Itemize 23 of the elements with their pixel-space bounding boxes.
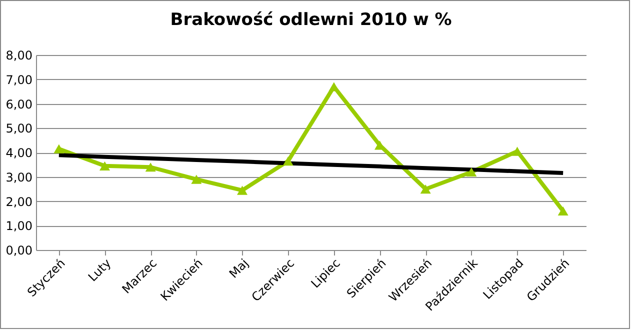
y-tick-label: 7,00 [6,72,32,87]
point [512,146,522,156]
y-tick-label: 5,00 [6,122,32,136]
chart-title: Brakowość odlewni 2010 w % [170,10,452,30]
y-tick-label: 1,00 [6,219,32,234]
line-series [56,153,566,175]
x-tick-label: Maj [226,256,252,281]
y-tick-label: 0,00 [6,244,32,258]
y-tick-label: 8,00 [6,48,32,62]
y-tick-label: 3,00 [6,170,32,184]
point [145,162,156,172]
y-tick-label: 4,00 [6,146,32,160]
point [558,206,568,216]
point [237,186,248,195]
point [420,184,431,194]
point [191,174,202,184]
point [328,82,340,92]
y-tick-label: 6,00 [6,97,32,112]
y-tick-label: 2,00 [6,194,32,209]
point [100,161,110,170]
point [466,167,477,177]
point [282,156,294,166]
point [54,144,64,154]
